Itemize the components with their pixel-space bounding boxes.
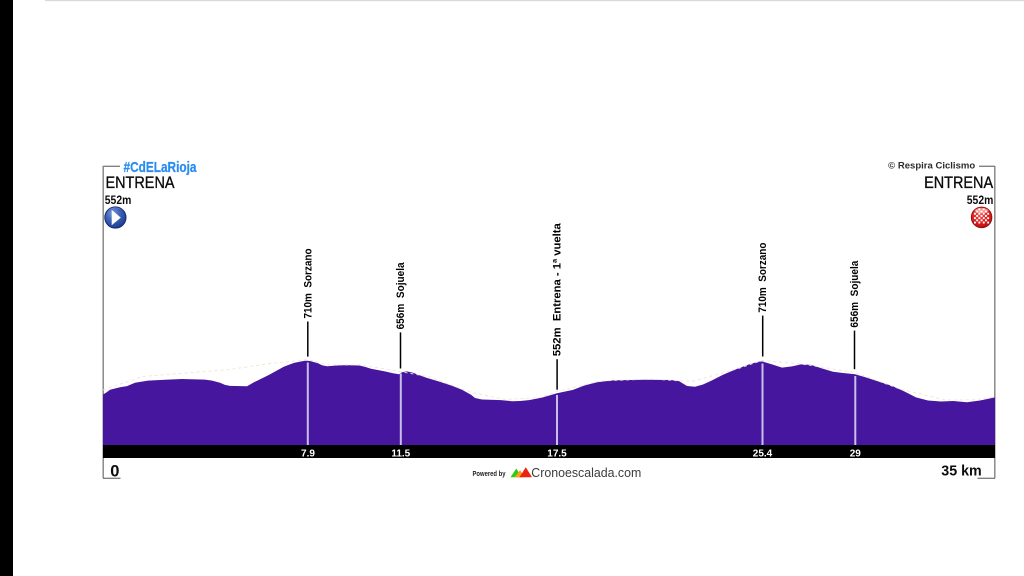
svg-text:35 km: 35 km bbox=[941, 463, 981, 480]
svg-text:11.5: 11.5 bbox=[391, 449, 410, 460]
svg-text:29: 29 bbox=[850, 449, 862, 460]
svg-text:Cronoescalada.com: Cronoescalada.com bbox=[531, 465, 641, 480]
svg-text:ENTRENA: ENTRENA bbox=[924, 173, 994, 192]
svg-text:656m Sojuela: 656m Sojuela bbox=[849, 260, 861, 328]
svg-text:#CdELaRioja: #CdELaRioja bbox=[124, 159, 198, 176]
svg-text:552m: 552m bbox=[105, 195, 132, 207]
svg-text:Powered by: Powered by bbox=[473, 471, 506, 478]
svg-text:0: 0 bbox=[110, 463, 119, 481]
svg-text:710m Sorzano: 710m Sorzano bbox=[757, 242, 769, 312]
svg-text:656m Sojuela: 656m Sojuela bbox=[395, 262, 407, 330]
svg-text:© Respira Ciclismo: © Respira Ciclismo bbox=[888, 161, 976, 171]
svg-text:552m: 552m bbox=[967, 195, 994, 207]
svg-text:25.4: 25.4 bbox=[753, 449, 773, 460]
svg-text:552m Entrena - 1ª vuelta: 552m Entrena - 1ª vuelta bbox=[552, 222, 564, 356]
svg-text:710m Sorzano: 710m Sorzano bbox=[302, 248, 314, 318]
svg-text:17.5: 17.5 bbox=[547, 449, 567, 460]
svg-text:7.9: 7.9 bbox=[301, 449, 315, 460]
svg-text:ENTRENA: ENTRENA bbox=[106, 173, 176, 192]
